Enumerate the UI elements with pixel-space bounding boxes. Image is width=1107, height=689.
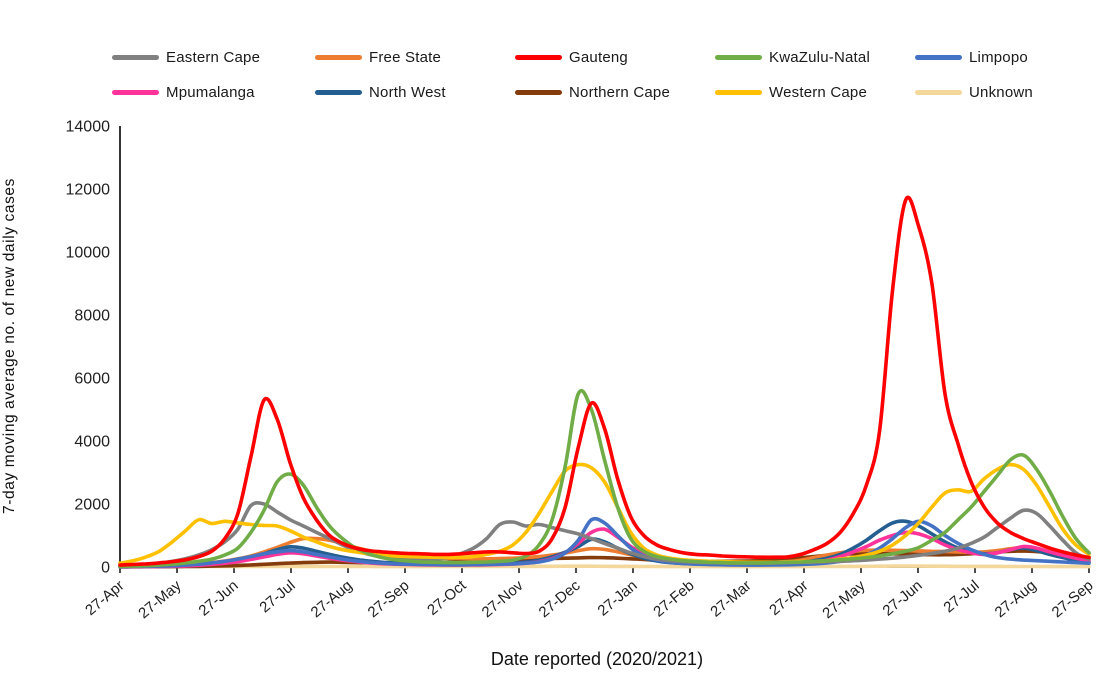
series-line-eastern-cape bbox=[118, 501, 1091, 568]
y-tick-label: 14000 bbox=[66, 119, 111, 136]
legend-item-mpumalanga: Mpumalanga bbox=[112, 81, 315, 103]
legend-swatch-free-state bbox=[315, 54, 362, 60]
legend-label: Mpumalanga bbox=[166, 83, 255, 101]
legend-label: Gauteng bbox=[569, 48, 628, 66]
legend-item-north-west: North West bbox=[315, 81, 515, 103]
legend-swatch-unknown bbox=[915, 89, 962, 95]
series-line-western-cape bbox=[118, 462, 1091, 565]
x-tick-label: 27-Jul bbox=[256, 577, 298, 616]
series-line-kwazulu-natal bbox=[118, 388, 1091, 569]
series-line-unknown bbox=[118, 564, 1091, 569]
legend-swatch-gauteng bbox=[515, 54, 562, 60]
legend-swatch-north-west bbox=[315, 89, 362, 95]
y-tick-label: 6000 bbox=[74, 371, 110, 388]
legend-swatch-kwazulu-natal bbox=[715, 54, 762, 60]
x-tick-label: 27-Apr bbox=[82, 577, 127, 619]
legend-item-gauteng: Gauteng bbox=[515, 46, 715, 68]
x-tick-label: 27-Nov bbox=[479, 577, 527, 621]
x-tick-label: 27-Sep bbox=[1049, 577, 1097, 621]
y-tick-label: 8000 bbox=[74, 308, 110, 325]
x-tick-label: 27-Dec bbox=[536, 577, 584, 621]
legend-label: Western Cape bbox=[769, 83, 868, 101]
y-axis-title: 7-day moving average no. of new daily ca… bbox=[1, 178, 18, 514]
chart-legend: Eastern Cape Free State Gauteng KwaZulu-Nat… bbox=[112, 46, 1107, 103]
series-line-gauteng bbox=[118, 195, 1091, 567]
legend-item-limpopo: Limpopo bbox=[915, 46, 1107, 68]
legend-swatch-eastern-cape bbox=[112, 54, 159, 60]
legend-swatch-western-cape bbox=[715, 89, 762, 95]
x-tick-label: 27-Jan bbox=[595, 577, 641, 620]
legend-label: KwaZulu-Natal bbox=[769, 48, 870, 66]
x-tick-label: 27-Jun bbox=[880, 577, 926, 620]
legend-item-free-state: Free State bbox=[315, 46, 515, 68]
legend-item-northern-cape: Northern Cape bbox=[515, 81, 715, 103]
x-tick-label: 27-May bbox=[819, 577, 869, 622]
x-tick-label: 27-Mar bbox=[707, 577, 754, 621]
x-tick-label: 27-Jul bbox=[940, 577, 982, 616]
y-tick-label: 12000 bbox=[66, 182, 111, 199]
legend-item-kwazulu-natal: KwaZulu-Natal bbox=[715, 46, 915, 68]
legend-label: North West bbox=[369, 83, 446, 101]
y-tick-label: 10000 bbox=[66, 245, 111, 262]
legend-item-unknown: Unknown bbox=[915, 81, 1107, 103]
x-tick-label: 27-Jun bbox=[196, 577, 242, 620]
series-line-free-state bbox=[118, 536, 1091, 569]
legend-item-eastern-cape: Eastern Cape bbox=[112, 46, 315, 68]
x-tick-label: 27-Feb bbox=[650, 577, 697, 621]
series-line-limpopo bbox=[118, 516, 1091, 569]
legend-item-western-cape: Western Cape bbox=[715, 81, 915, 103]
y-tick-label: 2000 bbox=[74, 497, 110, 514]
x-tick-label: 27-May bbox=[135, 577, 185, 622]
x-axis-title: Date reported (2020/2021) bbox=[491, 649, 703, 669]
y-tick-label: 4000 bbox=[74, 434, 110, 451]
x-tick-label: 27-Apr bbox=[766, 577, 811, 619]
series-line-mpumalanga bbox=[118, 527, 1091, 569]
legend-label: Unknown bbox=[969, 83, 1033, 101]
y-tick-label: 0 bbox=[101, 560, 110, 577]
x-tick-label: 27-Aug bbox=[308, 577, 356, 621]
legend-swatch-northern-cape bbox=[515, 89, 562, 95]
legend-swatch-mpumalanga bbox=[112, 89, 159, 95]
legend-label: Limpopo bbox=[969, 48, 1028, 66]
legend-swatch-limpopo bbox=[915, 54, 962, 60]
x-tick-label: 27-Aug bbox=[992, 577, 1040, 621]
legend-label: Free State bbox=[369, 48, 442, 66]
legend-label: Northern Cape bbox=[569, 83, 670, 101]
legend-label: Eastern Cape bbox=[166, 48, 261, 66]
x-tick-label: 27-Sep bbox=[365, 577, 413, 621]
x-tick-label: 27-Oct bbox=[424, 577, 470, 619]
